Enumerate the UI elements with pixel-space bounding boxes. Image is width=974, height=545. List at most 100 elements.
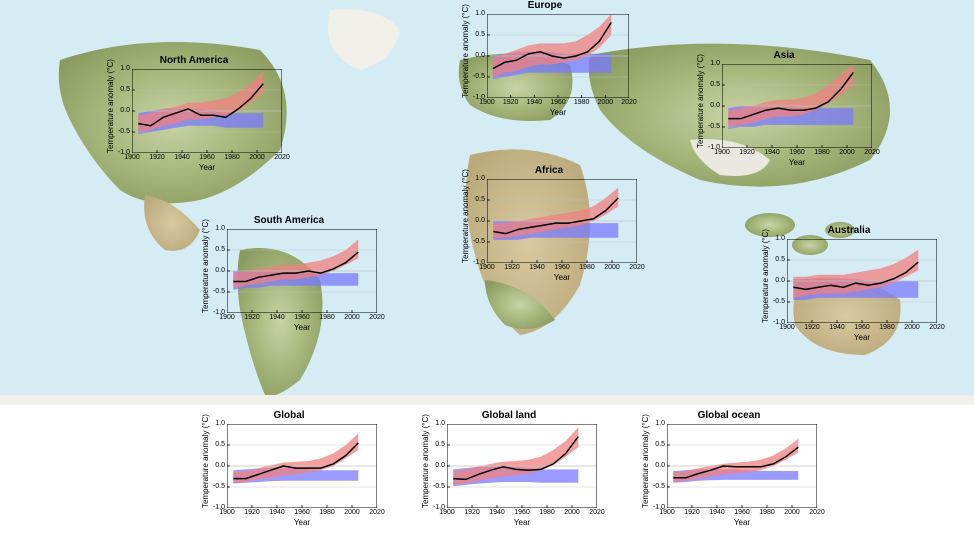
ytick-label: -0.5 [765,298,785,305]
ytick-label: 0.0 [465,217,485,224]
xtick-label: 1920 [242,509,262,516]
xtick-label: 1940 [487,509,507,516]
xtick-label: 1960 [197,154,217,161]
ytick-label: 0.0 [205,462,225,469]
ytick-label: 0.0 [205,267,225,274]
xlabel: Year [787,333,937,342]
xtick-label: 1960 [787,149,807,156]
ytick-label: -0.5 [700,123,720,130]
ytick-label: 0.5 [765,256,785,263]
xtick-label: 1940 [267,314,287,321]
ytick-label: 1.0 [465,175,485,182]
ytick-label: 1.0 [205,420,225,427]
xlabel: Year [487,273,637,282]
ytick-label: -0.5 [205,288,225,295]
chart-plot-area [487,179,637,263]
ytick-label: -1.0 [465,94,485,101]
chart-plot-area [227,229,377,313]
ytick-label: -0.5 [465,73,485,80]
xtick-label: 2000 [602,264,622,271]
xtick-label: 2020 [272,154,292,161]
chart-plot-area [487,14,629,98]
ytick-label: 0.0 [465,52,485,59]
chart-panel-south-america: South AmericaTemperature anomaly (°C)Yea… [195,215,383,335]
ytick-label: 1.0 [425,420,445,427]
xtick-label: 1920 [501,99,521,106]
xtick-label: 1920 [802,324,822,331]
ytick-label: 1.0 [765,235,785,242]
xtick-label: 2020 [619,99,639,106]
xlabel: Year [227,518,377,527]
ytick-label: 0.5 [205,441,225,448]
xtick-label: 2000 [562,509,582,516]
chart-panel-europe: EuropeTemperature anomaly (°C)Year190019… [455,0,635,120]
ytick-label: 1.0 [465,10,485,17]
ytick-label: 0.0 [700,102,720,109]
xtick-label: 1940 [267,509,287,516]
ytick-label: 0.5 [465,196,485,203]
chart-panel-australia: AustraliaTemperature anomaly (°C)Year190… [755,225,943,345]
xtick-label: 2020 [927,324,947,331]
xtick-label: 2000 [837,149,857,156]
ytick-label: 1.0 [700,60,720,67]
xtick-label: 1940 [827,324,847,331]
ytick-label: 0.5 [645,441,665,448]
xtick-label: 2000 [342,314,362,321]
xtick-label: 1980 [757,509,777,516]
ytick-label: -1.0 [465,259,485,266]
xtick-label: 2020 [367,314,387,321]
xtick-label: 1940 [707,509,727,516]
ytick-label: 0.0 [645,462,665,469]
ytick-label: -0.5 [425,483,445,490]
xtick-label: 1960 [852,324,872,331]
xtick-label: 1980 [537,509,557,516]
xtick-label: 1940 [524,99,544,106]
ytick-label: -0.5 [645,483,665,490]
chart-panel-global: GlobalTemperature anomaly (°C)Year190019… [195,410,383,530]
xtick-label: 1980 [222,154,242,161]
xtick-label: 1920 [462,509,482,516]
xtick-label: 2000 [595,99,615,106]
ytick-label: -1.0 [700,144,720,151]
ytick-label: -1.0 [425,504,445,511]
xtick-label: 2020 [862,149,882,156]
chart-panel-global-ocean: Global oceanTemperature anomaly (°C)Year… [635,410,823,530]
xtick-label: 1940 [172,154,192,161]
xtick-label: 1960 [552,264,572,271]
xtick-label: 1940 [762,149,782,156]
xtick-label: 1960 [732,509,752,516]
chart-panel-asia: AsiaTemperature anomaly (°C)Year19001920… [690,50,878,170]
xlabel: Year [667,518,817,527]
xlabel: Year [132,163,282,172]
ytick-label: 0.5 [425,441,445,448]
ytick-label: 0.5 [700,81,720,88]
ytick-label: 0.0 [110,107,130,114]
xlabel: Year [722,158,872,167]
xlabel: Year [487,108,629,117]
xtick-label: 1980 [877,324,897,331]
xtick-label: 1980 [812,149,832,156]
xtick-label: 1920 [737,149,757,156]
ytick-label: 0.5 [205,246,225,253]
chart-plot-area [787,239,937,323]
xtick-label: 2020 [367,509,387,516]
ytick-label: -1.0 [645,504,665,511]
xtick-label: 2020 [627,264,647,271]
chart-plot-area [667,424,817,508]
xtick-label: 1960 [292,509,312,516]
xtick-label: 1980 [572,99,592,106]
xtick-label: 2020 [807,509,827,516]
chart-panel-north-america: North AmericaTemperature anomaly (°C)Yea… [100,55,288,175]
xtick-label: 1960 [548,99,568,106]
ytick-label: 0.5 [465,31,485,38]
chart-plot-area [447,424,597,508]
xtick-label: 2020 [587,509,607,516]
xtick-label: 2000 [782,509,802,516]
xtick-label: 1960 [512,509,532,516]
ytick-label: -1.0 [205,309,225,316]
ytick-label: 0.5 [110,86,130,93]
chart-plot-area [722,64,872,148]
chart-plot-area [132,69,282,153]
ytick-label: 1.0 [110,65,130,72]
chart-panel-global-land: Global landTemperature anomaly (°C)Year1… [415,410,603,530]
